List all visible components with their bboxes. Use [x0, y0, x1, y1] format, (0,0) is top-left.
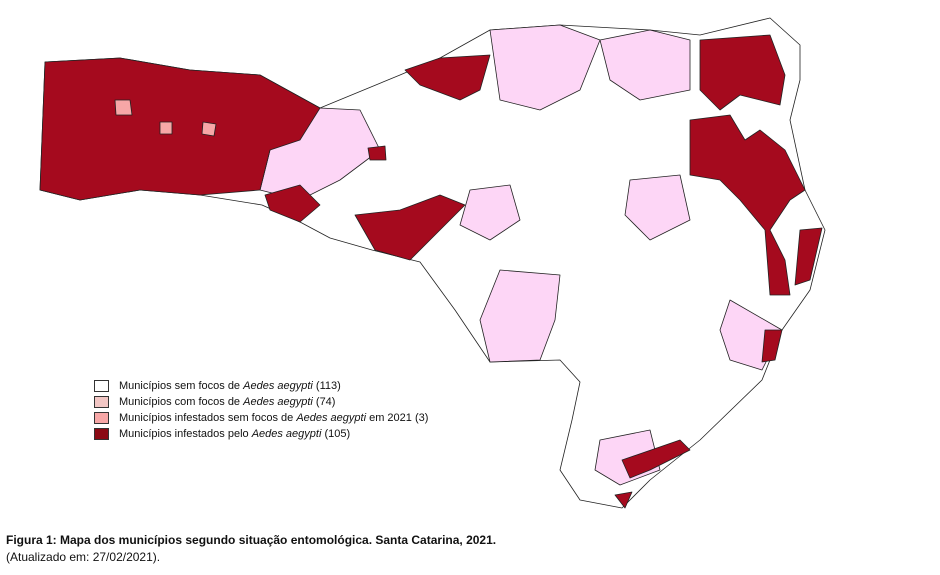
region-pink [159, 121, 173, 135]
region-lavender [479, 269, 561, 363]
legend-label: Municípios com focos de Aedes aegypti (7… [119, 396, 335, 408]
region-red [699, 34, 786, 111]
region-lavender [599, 29, 691, 101]
legend-species: Aedes aegypti [251, 428, 322, 440]
legend-swatch [94, 428, 109, 440]
legend-count: (74) [312, 396, 336, 408]
map [39, 17, 826, 509]
legend-item: Municípios infestados sem focos de Aedes… [94, 410, 428, 426]
region-red [354, 194, 466, 261]
caption-title-text: Figura 1: Mapa dos municípios segundo si… [6, 533, 497, 547]
region-pink [201, 121, 217, 137]
legend-item: Municípios infestados pelo Aedes aegypti… [94, 426, 428, 442]
legend-text: Municípios infestados pelo [119, 428, 252, 440]
legend-item: Municípios com focos de Aedes aegypti (7… [94, 394, 428, 410]
region-pink [114, 99, 133, 116]
legend-count: (113) [312, 380, 341, 392]
legend-swatch [94, 396, 109, 408]
region-red [621, 439, 691, 479]
legend-species: Aedes aegypti [243, 380, 313, 392]
region-red [794, 227, 823, 286]
region-lavender [459, 184, 521, 241]
legend-text: Municípios sem focos de [119, 380, 244, 392]
legend-label: Municípios infestados sem focos de Aedes… [119, 412, 428, 424]
legend-count: (105) [321, 428, 351, 440]
legend-swatch [94, 412, 109, 424]
legend-species: Aedes aegypti [296, 412, 367, 424]
caption-note: (Atualizado em: 27/02/2021). [6, 550, 161, 564]
legend: Municípios sem focos de Aedes aegypti (1… [94, 378, 428, 442]
region-red [404, 54, 491, 101]
legend-item: Municípios sem focos de Aedes aegypti (1… [94, 378, 428, 394]
region-red [367, 145, 387, 161]
legend-species: Aedes aegypti [243, 396, 313, 408]
legend-swatch [94, 380, 109, 392]
legend-text: Municípios com focos de [119, 396, 244, 408]
region-red [761, 329, 783, 363]
legend-label: Municípios infestados pelo Aedes aegypti… [119, 428, 350, 440]
legend-count: em 2021 (3) [366, 412, 429, 424]
legend-text: Municípios infestados sem focos de [119, 412, 297, 424]
region-red [39, 57, 321, 201]
region-red [614, 491, 633, 509]
region-lavender [489, 24, 601, 111]
legend-label: Municípios sem focos de Aedes aegypti (1… [119, 380, 341, 392]
caption-title: Figura 1: Mapa dos municípios segundo si… [6, 532, 496, 549]
caption: Figura 1: Mapa dos municípios segundo si… [6, 532, 496, 566]
region-red [689, 114, 806, 296]
region-lavender [624, 174, 691, 241]
region-red [264, 184, 321, 223]
